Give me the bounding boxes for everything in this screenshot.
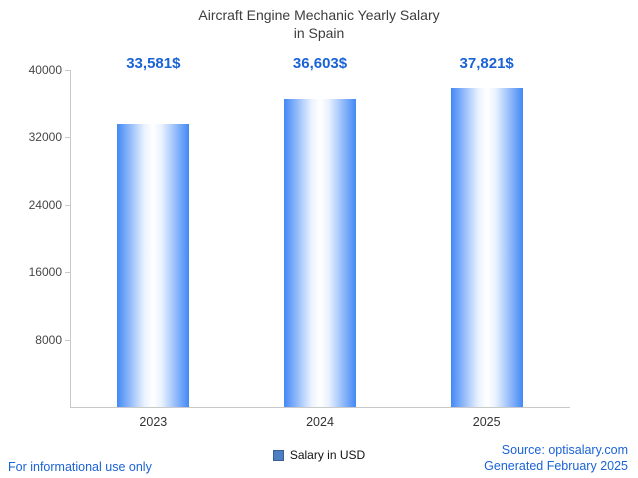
x-category-label: 2024 — [306, 415, 334, 429]
legend-swatch-icon — [272, 449, 284, 461]
bar-value-label: 36,603$ — [292, 55, 348, 72]
y-tick-mark — [65, 272, 70, 274]
x-axis-line — [70, 407, 570, 408]
chart-title: Aircraft Engine Mechanic Yearly Salary i… — [0, 6, 638, 42]
x-category-label: 2023 — [139, 415, 168, 429]
y-tick-label: 8000 — [35, 332, 62, 347]
y-tick-label: 16000 — [28, 265, 62, 280]
y-tick-label: 24000 — [28, 197, 62, 212]
bar-2025 — [450, 88, 523, 407]
y-tick-mark — [65, 137, 70, 139]
legend-label: Salary in USD — [289, 448, 366, 462]
y-axis-line — [70, 70, 71, 407]
source-link[interactable]: Source: optisalary.com — [501, 443, 628, 457]
generated-date: Generated February 2025 — [484, 459, 628, 473]
y-tick-mark — [65, 339, 70, 341]
bar-value-label: 37,821$ — [459, 55, 514, 72]
chart-legend: Salary in USD — [0, 448, 638, 462]
informational-note: For informational use only — [8, 460, 152, 474]
y-tick-mark — [65, 204, 70, 206]
source-block: Source: optisalary.com Generated Februar… — [484, 442, 628, 474]
y-tick-label: 40000 — [28, 63, 62, 77]
y-tick-label: 32000 — [28, 130, 62, 145]
bar-2023 — [117, 124, 190, 407]
chart-title-line1: Aircraft Engine Mechanic Yearly Salary — [198, 7, 440, 23]
bar-2024 — [284, 98, 356, 407]
chart-title-line2: in Spain — [293, 25, 345, 41]
y-tick-mark — [65, 70, 70, 71]
bar-value-label: 33,581$ — [126, 55, 181, 72]
x-category-label: 2025 — [472, 415, 501, 429]
